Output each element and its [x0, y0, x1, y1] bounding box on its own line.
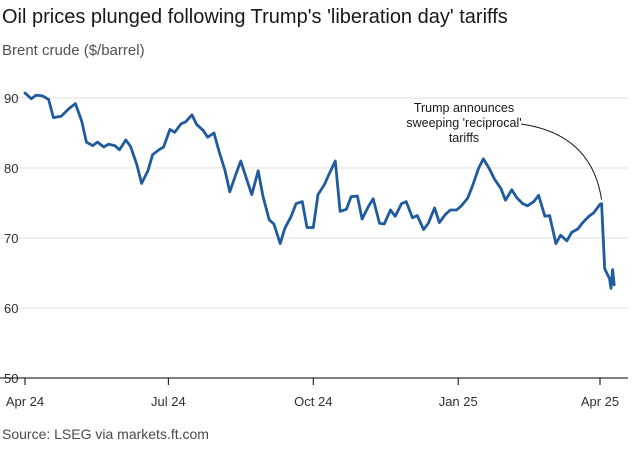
x-tick-label-1: Jul 24 [151, 394, 186, 409]
y-tick-label-90: 90 [4, 91, 18, 106]
y-tick-label-70: 70 [4, 231, 18, 246]
chart-subtitle: Brent crude ($/barrel) [2, 42, 145, 59]
series-line-0 [23, 91, 616, 290]
source-note: Source: LSEG via markets.ft.com [2, 426, 209, 442]
x-tick-label-0: Apr 24 [6, 394, 44, 409]
x-tick-label-3: Jan 25 [439, 394, 478, 409]
annotation-text-0-1: sweeping 'reciprocal' [406, 116, 521, 130]
x-tick-label-2: Oct 24 [294, 394, 332, 409]
annotation-text-0-2: tariffs [449, 131, 479, 145]
x-axis: Apr 24 Jul 24 Oct 24 Jan 25 Apr 25 [0, 377, 628, 409]
series [23, 91, 616, 290]
gridlines [0, 97, 628, 309]
annotation-leader-0 [520, 123, 603, 200]
y-tick-label-80: 80 [4, 161, 18, 176]
chart-title: Oil prices plunged following Trump's 'li… [2, 6, 508, 28]
x-tick-label-4: Apr 25 [581, 394, 619, 409]
y-tick-label-60: 60 [4, 301, 18, 316]
annotation-text-0-0: Trump announces [414, 101, 514, 115]
